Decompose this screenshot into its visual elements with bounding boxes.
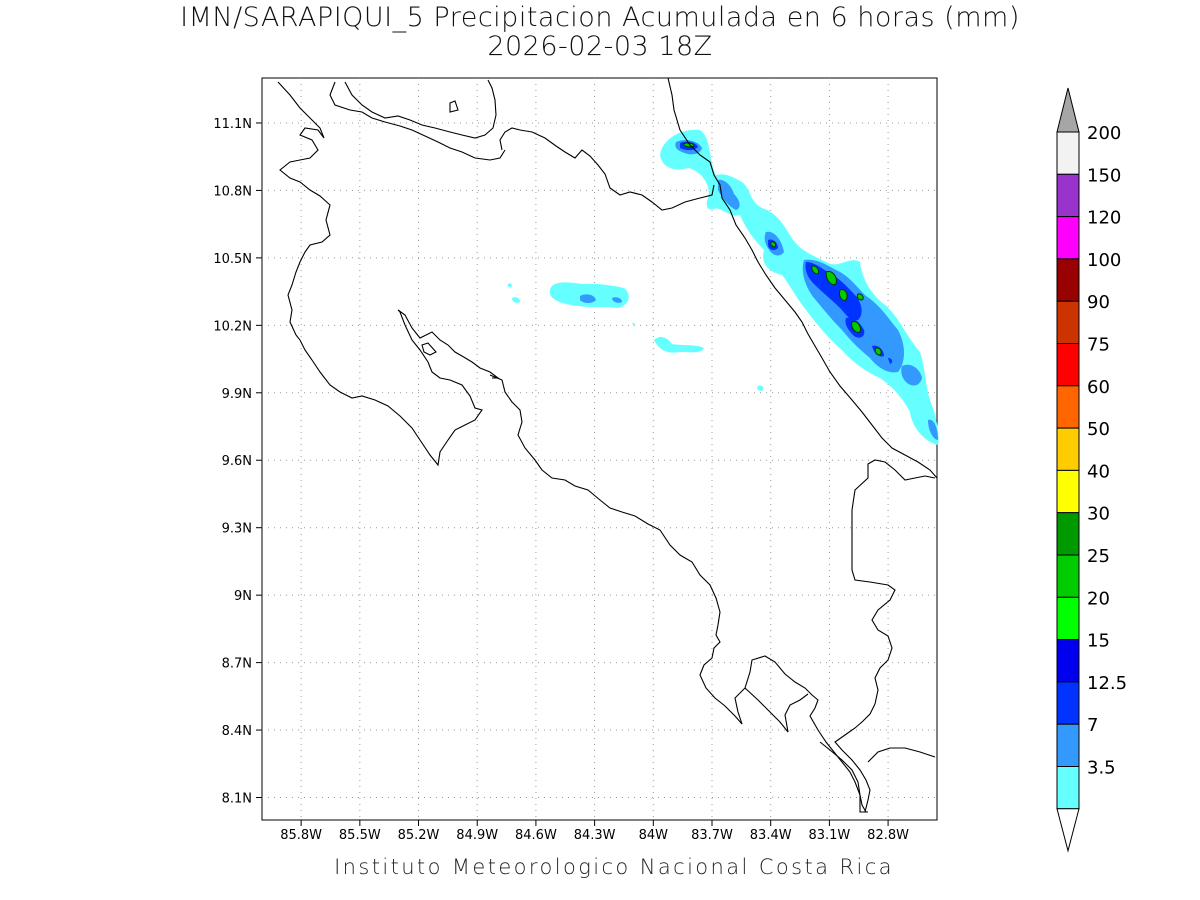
lat-tick-label: 11.1N [213,117,252,132]
colorbar-label: 7 [1087,715,1098,736]
colorbar-segment [1056,131,1080,175]
colorbar-segment [1056,723,1080,768]
lon-tick-label: 85.2W [398,828,440,843]
lat-tick-label: 10.8N [213,184,252,199]
colorbar-label: 60 [1087,377,1110,398]
lon-tick-label: 84W [639,828,669,843]
colorbar-label: 30 [1087,504,1110,525]
map-title: IMN/SARAPIQUI_5 Precipitacion Acumulada … [180,2,1020,33]
colorbar-label: 3.5 [1087,758,1116,779]
lon-tick-label: 82.8W [867,828,909,843]
colorbar-label: 20 [1087,588,1110,609]
lon-tick-label: 83.7W [691,828,733,843]
lat-tick-label: 9.6N [222,454,252,469]
colorbar-segment [1056,216,1080,260]
colorbar-label: 100 [1087,250,1121,271]
colorbar-label: 150 [1087,165,1121,186]
lon-tick-label: 84.9W [456,828,498,843]
colorbar-label: 15 [1087,631,1110,652]
colorbar-label: 90 [1087,292,1110,313]
colorbar-segment [1056,258,1080,302]
coastlines-borders [277,77,938,813]
colorbar-segment [1056,512,1080,556]
lat-tick-label: 8.1N [222,792,252,807]
map-frame [261,77,938,821]
colorbar-label: 40 [1087,461,1110,482]
lon-tick-label: 84.3W [574,828,616,843]
colorbar-label: 200 [1087,123,1121,144]
lon-tick-label: 83.4W [750,828,792,843]
lon-tick-label: 83.1W [808,828,850,843]
colorbar-label: 12.5 [1087,673,1127,694]
lat-tick-label: 9.9N [222,387,252,402]
colorbar-segment [1056,385,1080,429]
lon-tick-label: 84.6W [515,828,557,843]
colorbar-under-triangle [1056,808,1080,853]
colorbar-label: 75 [1087,335,1110,356]
lon-tick-label: 85.8W [280,828,322,843]
lat-tick-label: 8.7N [222,657,252,672]
axis-ticks: 11.1N 10.8N 10.5N 10.2N 9.9N 9.6N 9.3N 9N 8.7N 8.… [213,117,909,843]
colorbar-segment [1056,639,1080,683]
lat-tick-label: 10.5N [213,252,252,267]
lat-lon-grid [262,78,937,820]
colorbar-label: 25 [1087,546,1110,567]
colorbar-segment [1056,596,1080,641]
footer-credit: Instituto Meteorologico Nacional Costa R… [334,855,894,879]
colorbar-segment [1056,300,1080,345]
colorbar-segment [1056,681,1080,725]
colorbar-label: 50 [1087,419,1110,440]
colorbar-segment [1056,766,1080,810]
lat-tick-label: 8.4N [222,724,252,739]
lat-tick-label: 9.3N [222,522,252,537]
colorbar-segment [1056,343,1080,387]
lon-tick-label: 85.5W [339,828,381,843]
colorbar-over-triangle [1056,87,1080,133]
colorbar-segment [1056,173,1080,218]
colorbar-segment [1056,554,1080,598]
colorbar-segment [1056,469,1080,514]
lat-tick-label: 9N [234,589,252,604]
map-subtitle-date: 2026-02-03 18Z [487,31,713,62]
colorbar-segment [1056,427,1080,471]
lat-tick-label: 10.2N [213,319,252,334]
colorbar-label: 120 [1087,208,1121,229]
